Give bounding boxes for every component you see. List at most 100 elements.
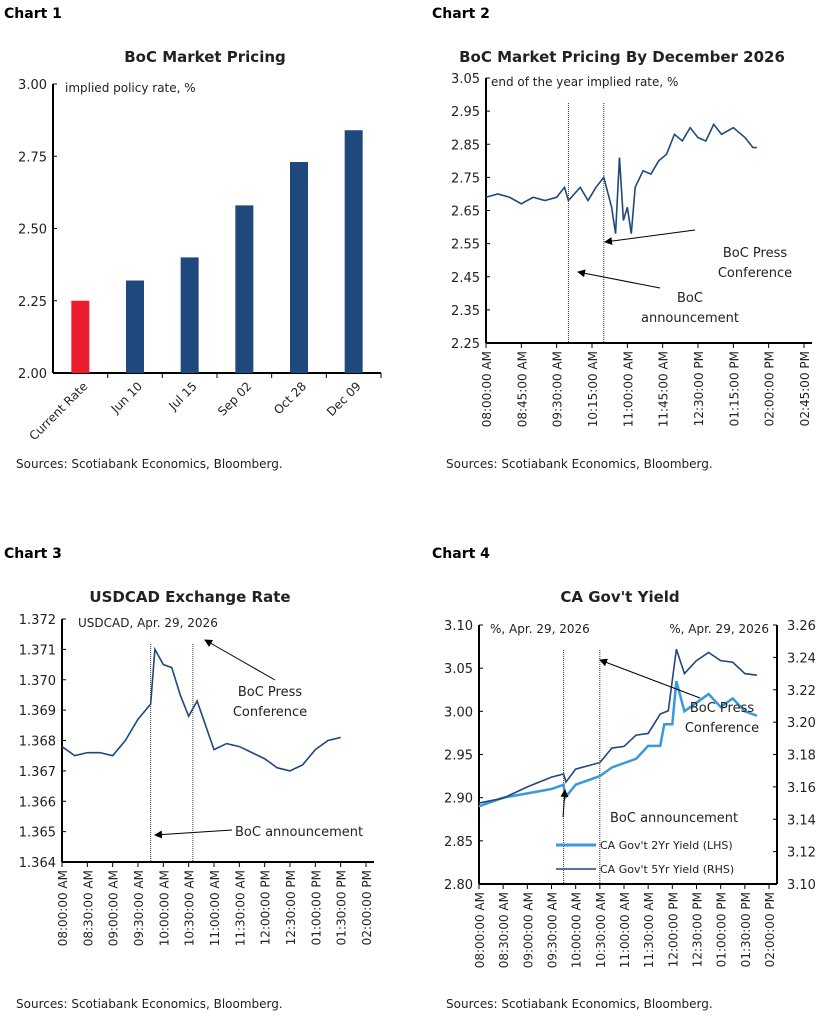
y-tick-label: 3.10: [444, 619, 473, 634]
chart-title: USDCAD Exchange Rate: [89, 588, 290, 606]
annotation-text: BoC Press: [723, 246, 788, 261]
legend-label: CA Gov't 5Yr Yield (RHS): [600, 863, 734, 876]
x-tick-label: 08:00:00 AM: [473, 892, 487, 968]
bar: [126, 280, 144, 373]
y-tick-label-right: 3.16: [787, 781, 816, 796]
x-tick-label: 02:00:00 PM: [360, 870, 374, 945]
y-tick-label: 3.00: [18, 78, 47, 93]
annotation-arrow: [204, 639, 276, 681]
y-tick-label: 2.25: [451, 337, 480, 352]
x-tick-label: 08:30:00 AM: [81, 870, 95, 946]
x-tick-label: 01:30:00 PM: [335, 870, 349, 945]
y-tick-label: 1.371: [19, 643, 56, 658]
x-tick-label: Jun 10: [108, 379, 145, 416]
annotation-arrow: [560, 789, 569, 818]
x-tick-label: 02:45:00 PM: [798, 351, 812, 426]
y-tick-label: 2.95: [444, 749, 473, 764]
y-tick-label-right: 3.24: [787, 651, 816, 666]
bar: [290, 162, 308, 373]
y-tick-label: 1.366: [19, 795, 56, 810]
annotation-text: Conference: [718, 266, 792, 281]
x-tick-label: 11:00:00 AM: [621, 351, 635, 427]
annotation-arrow: [577, 269, 661, 289]
y-tick-label: 2.55: [451, 238, 480, 253]
y-tick-label: 2.75: [451, 171, 480, 186]
series-line: [61, 646, 341, 772]
x-tick-label: Sep 02: [215, 379, 254, 418]
x-tick-label: Current Rate: [27, 379, 91, 443]
y-tick-label: 2.50: [18, 223, 47, 238]
y-tick-label: 2.35: [451, 304, 480, 319]
y-tick-label: 2.25: [18, 295, 47, 310]
y-tick-label-right: 3.14: [787, 813, 816, 828]
x-tick-label: 01:00:00 PM: [715, 892, 729, 967]
x-tick-label: 08:00:00 AM: [480, 351, 494, 427]
annotation-text: BoC announcement: [235, 825, 363, 840]
y-tick-label: 3.05: [451, 72, 480, 87]
x-tick-label: 12:00:00 PM: [259, 870, 273, 945]
y-tick-label: 2.65: [451, 205, 480, 220]
panel-label-4: Chart 4: [432, 546, 490, 562]
y-tick-label: 2.85: [451, 138, 480, 153]
chart-title: CA Gov't Yield: [560, 588, 679, 606]
source-note: Sources: Scotiabank Economics, Bloomberg…: [446, 997, 713, 1011]
x-tick-label: 11:00:00 AM: [208, 870, 222, 946]
x-tick-label: 08:45:00 AM: [515, 351, 529, 427]
x-tick-label: 12:00:00 PM: [666, 892, 680, 967]
x-tick-label: 10:00:00 AM: [157, 870, 171, 946]
annotation-text: BoC Press: [238, 685, 303, 700]
x-tick-label: 01:00:00 PM: [309, 870, 323, 945]
x-tick-label: Oct 28: [271, 379, 309, 417]
source-note: Sources: Scotiabank Economics, Bloomberg…: [16, 997, 283, 1011]
bar: [71, 300, 90, 373]
x-tick-label: 10:30:00 AM: [183, 870, 197, 946]
y-axis-label-right: %, Apr. 29, 2026: [669, 622, 769, 636]
chart-title: BoC Market Pricing By December 2026: [459, 48, 785, 66]
y-tick-label-right: 3.18: [787, 749, 816, 764]
y-tick-label: 3.00: [444, 705, 473, 720]
series-line: [478, 680, 758, 808]
annotation-arrow: [154, 829, 233, 839]
source-note: Sources: Scotiabank Economics, Bloomberg…: [16, 457, 283, 471]
x-tick-label: 12:30:00 PM: [691, 892, 705, 967]
chart-title: BoC Market Pricing: [124, 48, 286, 66]
x-tick-label: 08:30:00 AM: [497, 892, 511, 968]
y-axis-label: USDCAD, Apr. 29, 2026: [78, 616, 218, 630]
x-tick-label: 11:30:00 AM: [642, 892, 656, 968]
x-tick-label: 12:30:00 PM: [692, 351, 706, 426]
y-tick-label: 1.372: [19, 613, 56, 628]
y-tick-label: 2.80: [444, 878, 473, 893]
annotation-text: Conference: [233, 705, 307, 720]
y-tick-label: 2.75: [18, 150, 47, 165]
y-tick-label: 1.364: [19, 856, 56, 871]
y-tick-label-right: 3.12: [787, 846, 816, 861]
y-tick-label: 1.365: [19, 826, 56, 841]
y-tick-label: 2.45: [451, 271, 480, 286]
annotation-text: BoC: [677, 291, 703, 306]
x-tick-label: 09:30:00 AM: [132, 870, 146, 946]
bar: [235, 205, 254, 373]
y-tick-label: 2.00: [18, 367, 47, 382]
y-tick-label: 1.369: [19, 704, 56, 719]
x-tick-label: 09:30:00 AM: [551, 351, 565, 427]
annotation-text: announcement: [641, 311, 739, 326]
x-tick-label: 08:00:00 AM: [56, 870, 70, 946]
x-tick-label: 09:00:00 AM: [107, 870, 121, 946]
x-tick-label: Jul 15: [165, 379, 199, 413]
y-tick-label-right: 3.26: [787, 619, 816, 634]
y-tick-label: 2.90: [444, 792, 473, 807]
x-tick-label: 10:15:00 AM: [586, 351, 600, 427]
series-line: [485, 122, 757, 234]
y-tick-label: 1.367: [19, 765, 56, 780]
y-tick-label: 2.95: [451, 105, 480, 120]
annotation-arrow: [604, 229, 696, 246]
x-tick-label: 01:30:00 PM: [739, 892, 753, 967]
x-tick-label: 11:00:00 AM: [618, 892, 632, 968]
legend-label: CA Gov't 2Yr Yield (LHS): [600, 839, 733, 852]
panel-label-1: Chart 1: [4, 6, 62, 22]
y-axis-label: end of the year implied rate, %: [491, 75, 678, 89]
annotation-text: Conference: [685, 721, 759, 736]
y-tick-label: 1.370: [19, 674, 56, 689]
x-tick-label: 10:00:00 AM: [570, 892, 584, 968]
